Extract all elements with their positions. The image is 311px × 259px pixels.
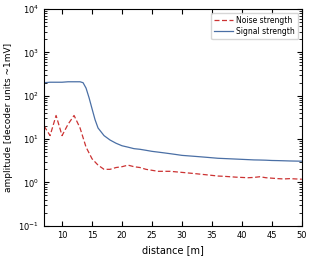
Signal strength xyxy=(81,81,85,84)
Noise strength xyxy=(174,170,178,173)
Noise strength xyxy=(102,168,106,171)
Signal strength xyxy=(282,159,286,162)
Noise strength xyxy=(186,171,190,175)
Noise strength xyxy=(156,170,160,173)
Noise strength xyxy=(210,174,214,177)
Signal strength xyxy=(156,150,160,154)
Noise strength xyxy=(84,146,88,149)
Signal strength xyxy=(48,81,52,84)
Noise strength xyxy=(54,114,58,117)
Signal strength xyxy=(210,156,214,159)
Signal strength xyxy=(276,159,280,162)
Noise strength xyxy=(282,177,286,181)
Signal strength xyxy=(144,149,148,152)
Noise strength xyxy=(252,176,256,179)
Noise strength xyxy=(288,177,292,180)
Noise strength xyxy=(66,123,70,126)
Signal strength xyxy=(126,146,130,149)
Signal strength xyxy=(87,96,91,99)
Signal strength xyxy=(108,139,112,142)
Signal strength xyxy=(252,158,256,161)
Signal strength xyxy=(288,159,292,162)
Noise strength xyxy=(150,169,154,172)
Signal strength xyxy=(114,142,118,145)
Line: Signal strength: Signal strength xyxy=(44,82,302,161)
Signal strength xyxy=(96,126,100,130)
Noise strength xyxy=(168,170,172,173)
Noise strength xyxy=(90,157,94,160)
Noise strength xyxy=(132,165,136,168)
Signal strength xyxy=(300,160,304,163)
Signal strength xyxy=(204,156,208,159)
Signal strength xyxy=(198,155,202,158)
Signal strength xyxy=(66,80,70,83)
Signal strength xyxy=(84,87,88,90)
Noise strength xyxy=(294,177,298,181)
Signal strength xyxy=(294,160,298,163)
Noise strength xyxy=(216,175,220,178)
Noise strength xyxy=(246,176,250,179)
Noise strength xyxy=(144,168,148,171)
Line: Noise strength: Noise strength xyxy=(44,116,302,179)
Signal strength xyxy=(228,157,232,160)
Signal strength xyxy=(162,151,166,154)
Noise strength xyxy=(192,172,196,175)
Signal strength xyxy=(168,152,172,155)
Noise strength xyxy=(48,134,52,137)
Noise strength xyxy=(126,164,130,167)
Noise strength xyxy=(162,170,166,173)
Signal strength xyxy=(132,147,136,150)
Signal strength xyxy=(120,144,124,147)
Signal strength xyxy=(234,157,238,161)
Signal strength xyxy=(150,150,154,153)
Signal strength xyxy=(258,159,262,162)
Signal strength xyxy=(222,157,226,160)
Signal strength xyxy=(180,154,184,157)
Signal strength xyxy=(270,159,274,162)
Signal strength xyxy=(246,158,250,161)
Signal strength xyxy=(90,107,94,110)
Noise strength xyxy=(72,114,76,117)
Noise strength xyxy=(222,175,226,178)
Noise strength xyxy=(96,164,100,167)
Noise strength xyxy=(258,175,262,178)
Signal strength xyxy=(240,158,244,161)
Noise strength xyxy=(264,176,268,179)
Signal strength xyxy=(93,118,97,121)
Noise strength xyxy=(120,165,124,168)
Noise strength xyxy=(108,168,112,171)
X-axis label: distance [m]: distance [m] xyxy=(142,245,204,255)
Signal strength xyxy=(186,154,190,157)
Signal strength xyxy=(174,153,178,156)
Y-axis label: amplitude [decoder units ~1mV]: amplitude [decoder units ~1mV] xyxy=(4,43,13,192)
Signal strength xyxy=(102,134,106,137)
Noise strength xyxy=(228,175,232,178)
Noise strength xyxy=(234,176,238,179)
Signal strength xyxy=(138,148,142,151)
Signal strength xyxy=(72,80,76,83)
Noise strength xyxy=(180,171,184,174)
Noise strength xyxy=(270,177,274,180)
Noise strength xyxy=(204,173,208,176)
Signal strength xyxy=(42,81,46,84)
Noise strength xyxy=(240,176,244,179)
Legend: Noise strength, Signal strength: Noise strength, Signal strength xyxy=(211,13,298,39)
Signal strength xyxy=(216,157,220,160)
Noise strength xyxy=(60,134,64,137)
Noise strength xyxy=(300,178,304,181)
Noise strength xyxy=(138,166,142,169)
Noise strength xyxy=(42,125,46,128)
Signal strength xyxy=(54,81,58,84)
Noise strength xyxy=(114,166,118,169)
Signal strength xyxy=(192,155,196,158)
Signal strength xyxy=(60,81,64,84)
Noise strength xyxy=(276,177,280,180)
Signal strength xyxy=(78,80,82,83)
Signal strength xyxy=(264,159,268,162)
Noise strength xyxy=(198,172,202,176)
Noise strength xyxy=(78,126,82,130)
